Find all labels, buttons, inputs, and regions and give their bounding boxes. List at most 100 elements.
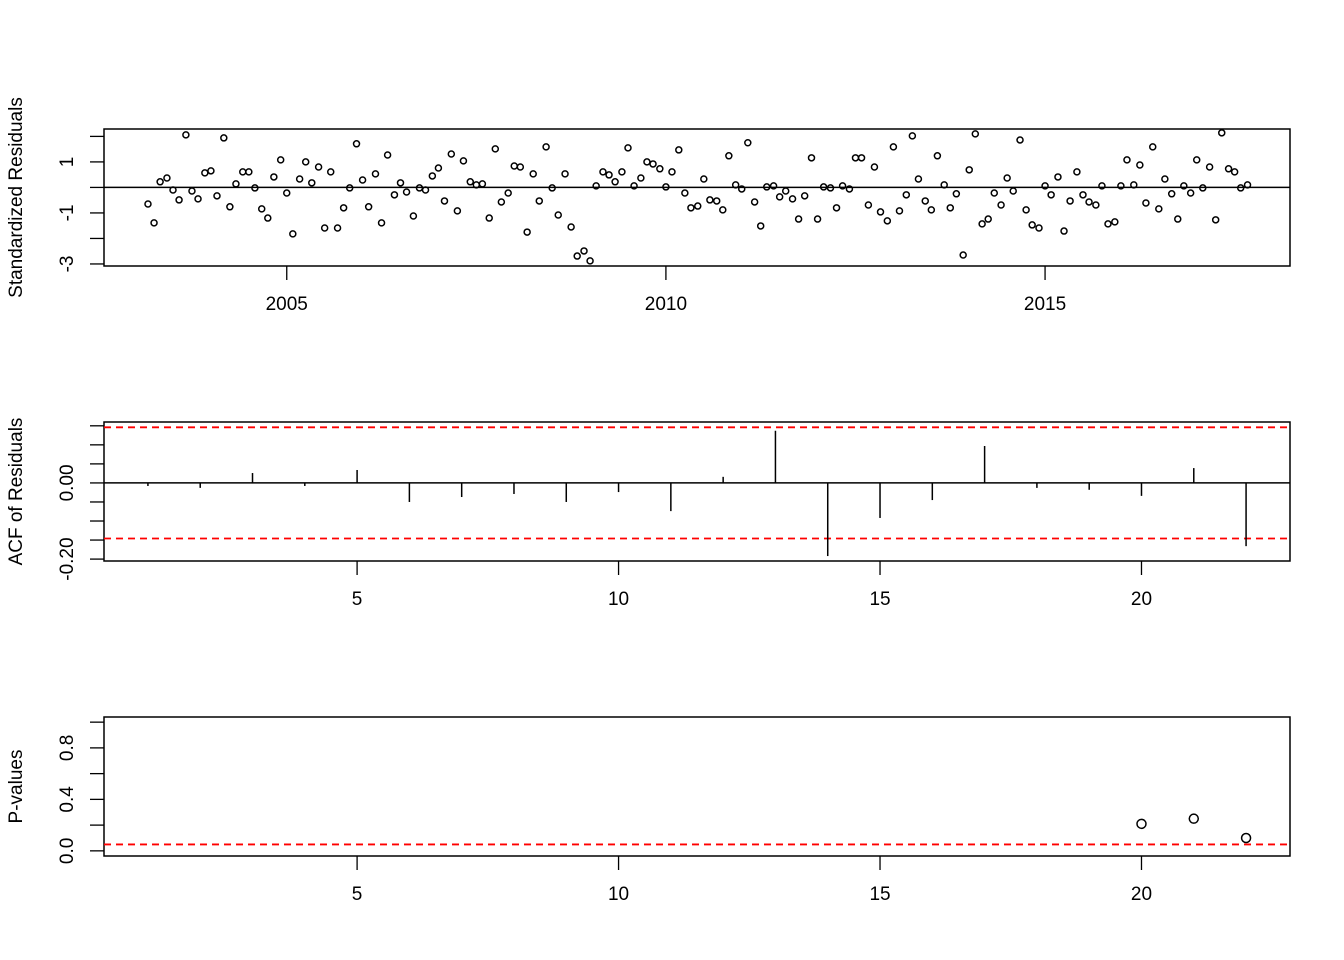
- data-point: [592, 182, 600, 190]
- data-point: [270, 173, 278, 181]
- data-point: [1199, 184, 1207, 192]
- data-point: [239, 168, 247, 176]
- data-point: [1230, 168, 1239, 176]
- data-point: [188, 187, 196, 195]
- data-point: [1123, 156, 1131, 164]
- data-point: [599, 168, 607, 176]
- plot-frame: [103, 128, 1291, 267]
- data-point: [1092, 201, 1100, 209]
- data-point: [997, 201, 1005, 209]
- data-point: [333, 224, 342, 232]
- data-point: [1167, 190, 1176, 198]
- data-point: [1224, 165, 1233, 173]
- x-tick-label: 5: [352, 884, 363, 905]
- data-point: [548, 184, 556, 192]
- data-point: [377, 219, 386, 227]
- data-point: [990, 189, 999, 197]
- data-point: [1047, 191, 1055, 199]
- y-axis-label: ACF of Residuals: [6, 418, 27, 566]
- data-point: [213, 192, 221, 200]
- data-point: [542, 143, 550, 151]
- data-point: [371, 170, 380, 178]
- data-point: [819, 183, 828, 191]
- data-point: [864, 201, 873, 209]
- data-point: [459, 157, 468, 165]
- data-point: [883, 217, 892, 225]
- data-point: [700, 175, 708, 183]
- data-point: [1003, 174, 1011, 182]
- data-point: [1211, 216, 1220, 224]
- data-point: [497, 198, 506, 206]
- data-point: [257, 205, 266, 213]
- data-point: [364, 203, 373, 211]
- data-point: [965, 166, 973, 174]
- y-tick-label: 0.0: [57, 838, 78, 864]
- data-point: [390, 191, 399, 199]
- y-axis-label: P-values: [6, 750, 27, 824]
- data-point: [712, 197, 721, 205]
- y-axis-label: Standardized Residuals: [6, 97, 27, 298]
- data-point: [573, 252, 581, 260]
- x-tick-label: 15: [869, 884, 890, 905]
- data-point: [1188, 813, 1200, 824]
- data-point: [769, 182, 778, 190]
- x-tick-label: 20: [1131, 589, 1152, 610]
- data-point: [618, 168, 626, 176]
- data-point: [163, 174, 171, 182]
- data-point: [428, 172, 437, 180]
- data-point: [440, 197, 449, 205]
- x-tick-label: 5: [352, 589, 363, 610]
- data-point: [295, 175, 304, 183]
- data-point: [1180, 182, 1188, 190]
- data-point: [788, 195, 797, 203]
- data-point: [1136, 161, 1144, 169]
- data-point: [1098, 182, 1106, 190]
- data-point: [649, 160, 657, 168]
- data-point: [1022, 206, 1030, 214]
- data-point: [1142, 199, 1150, 207]
- data-point: [529, 170, 537, 178]
- data-point: [326, 168, 335, 176]
- data-point: [232, 180, 240, 188]
- data-point: [535, 197, 544, 205]
- data-point: [1035, 224, 1043, 232]
- data-point: [314, 163, 323, 171]
- y-tick-label: -0.20: [57, 537, 78, 580]
- x-tick-label: 2010: [645, 294, 687, 315]
- data-point: [731, 181, 740, 189]
- data-point: [504, 189, 512, 197]
- data-point: [523, 228, 531, 236]
- data-point: [826, 184, 835, 192]
- data-point: [1243, 181, 1252, 189]
- data-point: [971, 130, 980, 138]
- data-point: [1028, 221, 1036, 229]
- data-point: [857, 154, 866, 162]
- data-point: [264, 214, 272, 222]
- data-point: [687, 204, 695, 212]
- data-point: [832, 204, 841, 212]
- data-point: [478, 180, 487, 188]
- data-point: [1085, 198, 1093, 206]
- data-point: [706, 196, 714, 204]
- data-point: [630, 182, 638, 190]
- data-point: [643, 158, 651, 166]
- data-point: [870, 163, 879, 171]
- data-point: [144, 200, 152, 208]
- data-point: [485, 214, 493, 222]
- data-point: [251, 184, 259, 192]
- data-point: [1205, 163, 1214, 171]
- data-point: [637, 174, 645, 182]
- data-point: [744, 139, 752, 147]
- data-point: [345, 184, 354, 192]
- x-tick-label: 15: [869, 589, 890, 610]
- data-point: [1130, 181, 1138, 189]
- data-point: [1066, 197, 1074, 205]
- data-point: [308, 179, 316, 187]
- data-point: [150, 219, 158, 227]
- data-point: [984, 215, 992, 223]
- data-point: [902, 191, 911, 199]
- data-point: [453, 207, 462, 215]
- data-point: [908, 132, 917, 140]
- data-point: [750, 198, 759, 206]
- data-point: [914, 175, 923, 183]
